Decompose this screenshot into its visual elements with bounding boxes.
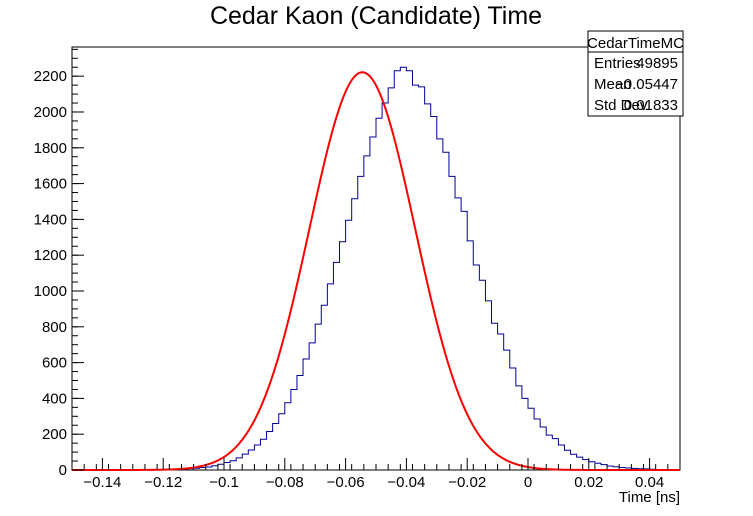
gaussian-fit-curve: [72, 71, 680, 471]
stats-mean-label: Mean: [594, 76, 632, 93]
stats-box-frame: [587, 30, 684, 117]
chart-title: Cedar Kaon (Candidate) Time: [210, 2, 542, 30]
x-tick-label: 0.02: [574, 474, 603, 491]
x-axis-title: Time [ns]: [619, 489, 680, 506]
stats-stddev-value: 0.01833: [624, 97, 678, 114]
y-tick-label: 0: [59, 462, 67, 479]
y-tick-label: 800: [42, 319, 67, 336]
y-tick-label: 2200: [34, 68, 67, 85]
stats-box-title: CedarTimeMC: [587, 35, 684, 52]
stats-entries-value: 49895: [636, 55, 678, 72]
y-tick-label: 600: [42, 355, 67, 372]
x-tick-label: −0.04: [387, 474, 425, 491]
x-tick-label: 0: [524, 474, 532, 491]
stats-box: CedarTimeMC Entries 49895 Mean −0.05447 …: [587, 30, 684, 117]
stats-mean-value: −0.05447: [615, 76, 678, 93]
fit-series: [72, 71, 680, 471]
y-tick-label: 1600: [34, 176, 67, 193]
stats-stddev-label: Std Dev: [594, 97, 648, 114]
x-tick-label: −0.06: [327, 474, 365, 491]
y-tick-label: 1800: [34, 140, 67, 157]
stats-entries-label: Entries: [594, 55, 641, 72]
x-tick-label: −0.1: [209, 474, 239, 491]
y-tick-label: 1200: [34, 247, 67, 264]
y-tick-label: 1000: [34, 283, 67, 300]
x-tick-label: −0.12: [144, 474, 182, 491]
x-tick-label: −0.02: [448, 474, 486, 491]
axes: −0.14 −0.12 −0.1 −0.08 −0.06 −0.04 −0.02 0 0.02 0…: [34, 48, 681, 491]
y-tick-label: 200: [42, 426, 67, 443]
x-tick-label: −0.14: [83, 474, 121, 491]
x-tick-label: −0.08: [266, 474, 304, 491]
y-tick-label: 2000: [34, 104, 67, 121]
y-tick-label: 400: [42, 390, 67, 407]
x-tick-label: 0.04: [635, 474, 664, 491]
histogram-bins: [72, 66, 681, 471]
histogram-series: [72, 66, 681, 471]
y-tick-label: 1400: [34, 211, 67, 228]
